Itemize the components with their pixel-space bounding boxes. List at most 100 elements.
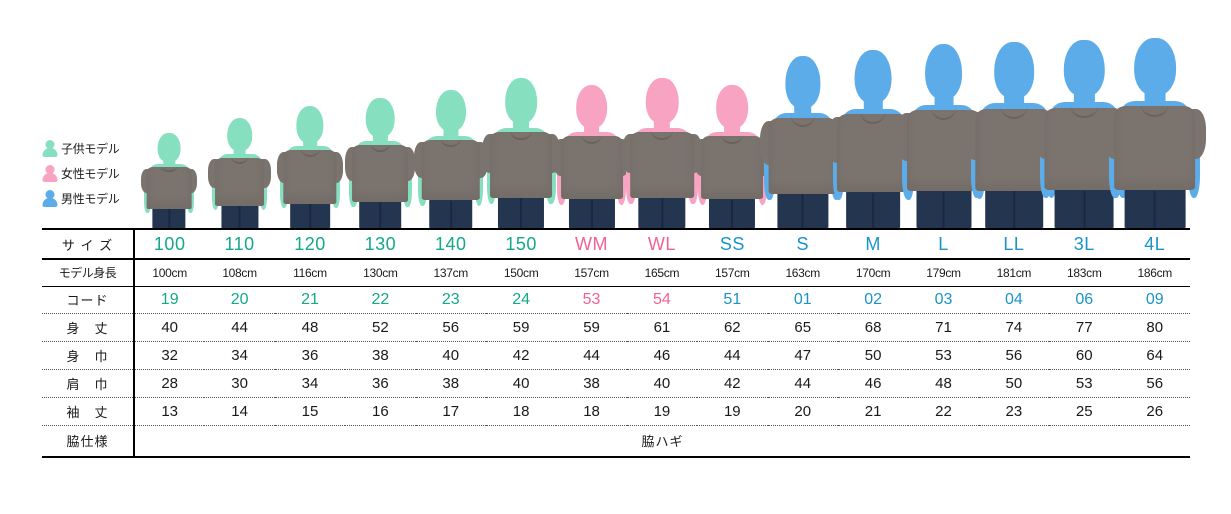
- figure-jeans: [290, 198, 330, 229]
- tshirt-collar: [860, 111, 886, 124]
- model-figure-100: [141, 133, 198, 228]
- legend-item: 子供モデル: [42, 136, 140, 161]
- cell-body_length: 68: [864, 318, 882, 336]
- cell-shoulder_width: 30: [231, 374, 248, 392]
- figure-jeans: [777, 186, 829, 229]
- figure-head: [785, 56, 821, 108]
- tshirt-collar: [580, 134, 603, 145]
- row-label-code: コード: [42, 286, 135, 313]
- figure-head: [994, 42, 1034, 98]
- size-chart-table: サ イ ズ 100 110 120 130 140 150 WM WL SS S M L LL 3L 4L …: [42, 228, 1190, 458]
- figure-head: [366, 98, 395, 137]
- cell-sleeve_length: 20: [794, 402, 812, 420]
- cell-model_height: 183cm: [1067, 265, 1102, 280]
- cell-sleeve_length: 18: [512, 402, 530, 420]
- cell-body_width: 50: [864, 346, 882, 364]
- cell-sleeve_length: 16: [372, 402, 389, 420]
- figure-head: [575, 85, 608, 128]
- row-body-length: 身 丈 40 44 48 52 56 59 59 61 62 65 68 71 74 77 80: [42, 313, 1190, 341]
- tshirt-body: [701, 136, 764, 200]
- tshirt-body: [283, 149, 337, 204]
- figure-head: [924, 44, 963, 100]
- cell-shoulder_width: 34: [301, 374, 319, 392]
- cell-code: 03: [934, 290, 953, 308]
- cell-size: S: [796, 233, 809, 254]
- cell-body_width: 34: [231, 346, 248, 364]
- cell-model_height: 108cm: [222, 265, 257, 280]
- cell-body_length: 44: [231, 318, 248, 336]
- figure-jeans: [1054, 182, 1114, 229]
- figure-head: [157, 133, 181, 162]
- cell-code: 04: [1004, 290, 1023, 308]
- cell-body_width: 32: [161, 346, 179, 364]
- figure-jeans: [985, 183, 1043, 228]
- cell-size: 140: [434, 233, 467, 254]
- tshirt-body: [630, 132, 694, 198]
- tshirt-collar: [161, 166, 177, 173]
- legend-label: 男性モデル: [61, 192, 120, 206]
- model-figure-140: [414, 90, 488, 229]
- cell-size: 110: [224, 233, 255, 254]
- tshirt-collar: [1140, 104, 1170, 117]
- cell-code: 23: [441, 290, 460, 308]
- model-figure-SS: [693, 85, 772, 229]
- cell-sleeve_length: 19: [723, 402, 741, 420]
- cell-size: 3L: [1073, 233, 1095, 254]
- figure-jeans: [221, 201, 259, 229]
- figure-head: [1133, 38, 1176, 95]
- tshirt-collar: [370, 143, 391, 152]
- male-model-icon: [42, 189, 57, 208]
- cell-size: 130: [364, 233, 397, 254]
- cell-body_length: 74: [1005, 318, 1023, 336]
- cell-size: SS: [719, 233, 745, 254]
- cell-sleeve_length: 18: [583, 402, 600, 420]
- figure-jeans: [916, 183, 972, 229]
- model-figure-130: [345, 98, 416, 229]
- model-illustrations: [0, 0, 1231, 229]
- cell-code: 21: [301, 290, 319, 308]
- tshirt-collar: [1070, 105, 1099, 119]
- cell-model_height: 165cm: [644, 265, 680, 280]
- cell-size: LL: [1003, 233, 1025, 254]
- tshirt-body: [214, 157, 265, 206]
- row-size: サ イ ズ 100 110 120 130 140 150 WM WL SS S M L LL 3L 4L: [42, 229, 1190, 259]
- cell-code: 09: [1145, 290, 1164, 308]
- cell-body_width: 38: [372, 346, 389, 364]
- row-label-body-width: 身 巾: [42, 341, 135, 369]
- tshirt-collar: [1000, 106, 1028, 120]
- tshirt-collar: [930, 107, 957, 121]
- row-side-spec: 脇仕様 脇ハギ: [42, 425, 1190, 457]
- cell-sleeve_length: 26: [1146, 402, 1164, 420]
- cell-shoulder_width: 46: [864, 374, 882, 392]
- cell-body_width: 44: [583, 346, 600, 364]
- row-label-size: サ イ ズ: [42, 229, 135, 259]
- tshirt-body: [560, 136, 623, 200]
- cell-sleeve_length: 15: [301, 402, 319, 420]
- cell-body_width: 46: [653, 346, 671, 364]
- cell-model_height: 100cm: [152, 265, 187, 280]
- row-label-model-height: モデル身長: [42, 259, 135, 286]
- cell-body_length: 59: [512, 318, 530, 336]
- figure-head: [505, 78, 538, 123]
- cell-body_length: 61: [653, 318, 671, 336]
- legend-item: 女性モデル: [42, 161, 140, 186]
- cell-model_height: 137cm: [433, 265, 469, 280]
- tshirt-body: [768, 117, 838, 194]
- cell-body_width: 56: [1005, 346, 1023, 364]
- cell-model_height: 186cm: [1137, 265, 1172, 280]
- side-spec-value: 脇ハギ: [641, 434, 684, 450]
- cell-body_width: 64: [1146, 346, 1164, 364]
- cell-shoulder_width: 44: [794, 374, 812, 392]
- cell-code: 01: [793, 290, 812, 308]
- cell-body_length: 62: [723, 318, 741, 336]
- legend-item: 男性モデル: [42, 186, 140, 211]
- cell-code: 19: [160, 290, 179, 308]
- row-label-body-length: 身 丈: [42, 313, 135, 341]
- cell-body_width: 44: [723, 346, 741, 364]
- cell-body_width: 40: [442, 346, 460, 364]
- cell-code: 51: [723, 290, 742, 308]
- tshirt-collar: [650, 130, 674, 141]
- cell-model_height: 157cm: [715, 265, 750, 280]
- cell-model_height: 130cm: [363, 265, 398, 280]
- tshirt-body: [1113, 106, 1196, 190]
